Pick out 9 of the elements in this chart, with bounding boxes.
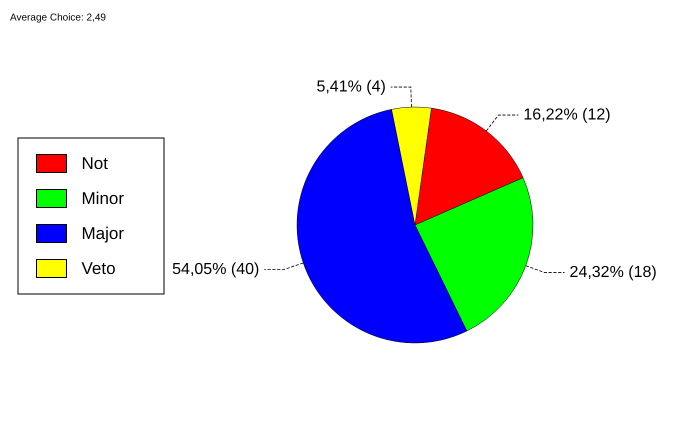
data-label: 16,22% (12) — [523, 106, 611, 124]
chart-title: Average Choice: 2,49 — [10, 12, 106, 24]
data-label: 54,05% (40) — [172, 260, 260, 278]
legend-label: Major — [82, 224, 124, 243]
data-label: 5,41% (4) — [316, 78, 386, 96]
data-label: 24,32% (18) — [570, 264, 657, 282]
legend-label: Minor — [82, 189, 124, 208]
legend-label: Veto — [82, 259, 116, 278]
legend-label: Not — [82, 154, 108, 173]
